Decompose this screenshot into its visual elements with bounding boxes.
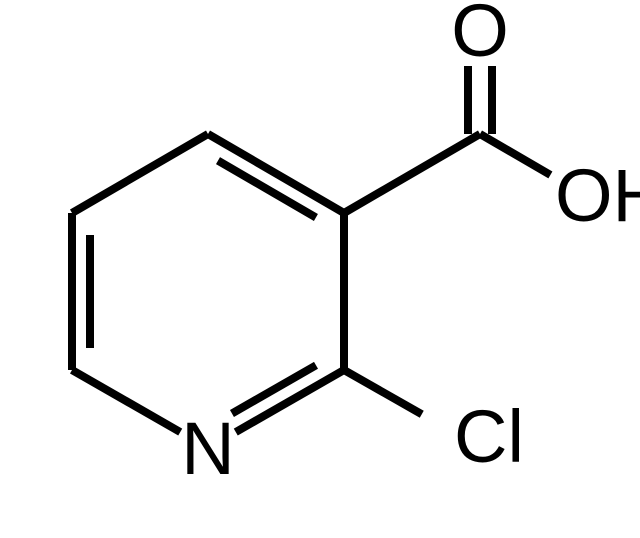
- atom-label: N: [181, 407, 234, 490]
- atom-label: O: [451, 0, 509, 72]
- atom-label: OH: [555, 154, 640, 237]
- molecule-canvas: N O OH Cl: [0, 0, 640, 538]
- atom-label: Cl: [454, 395, 524, 478]
